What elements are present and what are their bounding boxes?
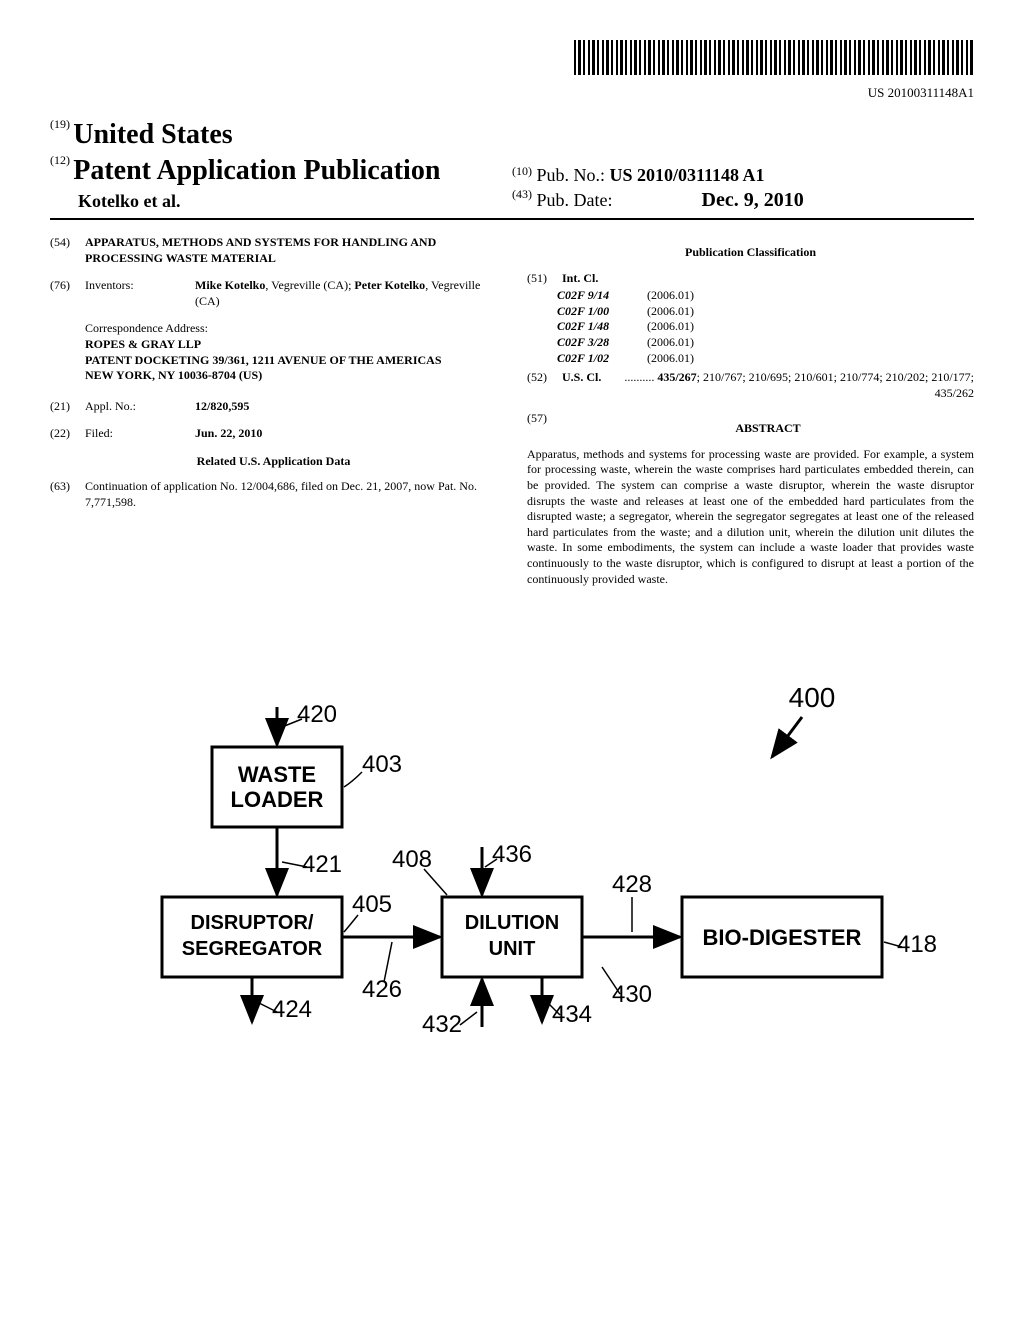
doc-number-top: US 20100311148A1 (50, 85, 974, 102)
pub-date-num: (43) (512, 187, 532, 201)
filed-value: Jun. 22, 2010 (195, 426, 497, 442)
invention-title: APPARATUS, METHODS AND SYSTEMS FOR HANDL… (85, 235, 497, 266)
pub-type: Patent Application Publication (73, 155, 440, 186)
correspondence-line-2: NEW YORK, NY 10036-8704 (US) (85, 368, 497, 384)
diagram-area: 400 WASTE LOADER 420 403 421 DISRUPTOR/ … (50, 667, 974, 1072)
uscl-values: .......... 435/267; 210/767; 210/695; 21… (612, 370, 974, 401)
intcl-row: C02F 9/14(2006.01) (557, 288, 974, 304)
correspondence-label: Correspondence Address: (85, 321, 497, 337)
pub-date-value: Dec. 9, 2010 (702, 189, 804, 211)
abstract-num: (57) (527, 411, 562, 447)
label-405: 405 (352, 891, 392, 918)
label-428: 428 (612, 871, 652, 898)
filed-num: (22) (50, 426, 85, 442)
box-waste-loader-text1: WASTE (238, 762, 316, 787)
intcl-row: C02F 1/48(2006.01) (557, 319, 974, 335)
cont-num: (63) (50, 479, 85, 510)
inventors-num: (76) (50, 278, 85, 309)
two-col: (54) APPARATUS, METHODS AND SYSTEMS FOR … (50, 235, 974, 587)
label-403: 403 (362, 751, 402, 778)
related-heading: Related U.S. Application Data (50, 454, 497, 470)
leader-432 (460, 1012, 477, 1025)
label-418: 418 (897, 931, 937, 958)
inventors-label: Inventors: (85, 278, 195, 309)
correspondence-block: Correspondence Address: ROPES & GRAY LLP… (85, 321, 497, 383)
box-dilution (442, 897, 582, 977)
pointer-400 (772, 717, 802, 757)
label-408: 408 (392, 846, 432, 873)
leader-408 (424, 869, 447, 895)
country: United States (73, 119, 232, 150)
intcl-row: C02F 3/28(2006.01) (557, 335, 974, 351)
flow-diagram: 400 WASTE LOADER 420 403 421 DISRUPTOR/ … (62, 667, 962, 1067)
box-disruptor (162, 897, 342, 977)
intcl-num: (51) (527, 271, 562, 287)
pub-no-label: Pub. No.: (537, 165, 606, 185)
correspondence-line-0: ROPES & GRAY LLP (85, 337, 497, 353)
abstract-text: Apparatus, methods and systems for proce… (527, 447, 974, 587)
barcode-graphic (574, 40, 974, 75)
uscl-label: U.S. Cl. (562, 370, 612, 401)
barcode-area (50, 40, 974, 80)
label-436: 436 (492, 841, 532, 868)
label-430: 430 (612, 981, 652, 1008)
leader-403 (344, 772, 362, 787)
box-dilution-text2: UNIT (489, 938, 536, 960)
box-disruptor-text2: SEGREGATOR (182, 938, 323, 960)
left-col: (54) APPARATUS, METHODS AND SYSTEMS FOR … (50, 235, 497, 587)
pub-no-value: US 2010/0311148 A1 (610, 165, 765, 185)
correspondence-line-1: PATENT DOCKETING 39/361, 1211 AVENUE OF … (85, 353, 497, 369)
header-right: (10) Pub. No.: US 2010/0311148 A1 (43) P… (512, 164, 974, 213)
label-420: 420 (297, 701, 337, 728)
intcl-row: C02F 1/00(2006.01) (557, 304, 974, 320)
country-num: (19) (50, 117, 70, 131)
authors-line: Kotelko et al. (78, 190, 512, 213)
pub-no-num: (10) (512, 164, 532, 178)
label-424: 424 (272, 996, 312, 1023)
right-col: Publication Classification (51) Int. Cl.… (527, 235, 974, 587)
intcl-table: C02F 9/14(2006.01) C02F 1/00(2006.01) C0… (557, 288, 974, 366)
header-left: (19) United States (12) Patent Applicati… (50, 117, 512, 213)
inventors-value: Mike Kotelko, Vegreville (CA); Peter Kot… (195, 278, 497, 309)
label-421: 421 (302, 851, 342, 878)
label-400: 400 (789, 682, 836, 713)
label-434: 434 (552, 1001, 592, 1028)
intcl-label: Int. Cl. (562, 271, 598, 287)
filed-label: Filed: (85, 426, 195, 442)
pub-date-label: Pub. Date: (537, 190, 613, 210)
cont-text: Continuation of application No. 12/004,6… (85, 479, 497, 510)
uscl-num: (52) (527, 370, 562, 401)
classification-heading: Publication Classification (527, 245, 974, 261)
appl-label: Appl. No.: (85, 399, 195, 415)
box-digester-text: BIO-DIGESTER (703, 925, 862, 950)
abstract-heading: ABSTRACT (562, 421, 974, 437)
label-426: 426 (362, 976, 402, 1003)
box-waste-loader-text2: LOADER (231, 787, 324, 812)
title-num: (54) (50, 235, 85, 266)
appl-value: 12/820,595 (195, 399, 497, 415)
box-dilution-text1: DILUTION (465, 912, 559, 934)
appl-num: (21) (50, 399, 85, 415)
pub-type-num: (12) (50, 153, 70, 167)
box-disruptor-text1: DISRUPTOR/ (191, 912, 314, 934)
label-432: 432 (422, 1011, 462, 1038)
header-row: (19) United States (12) Patent Applicati… (50, 117, 974, 220)
intcl-row: C02F 1/02(2006.01) (557, 351, 974, 367)
